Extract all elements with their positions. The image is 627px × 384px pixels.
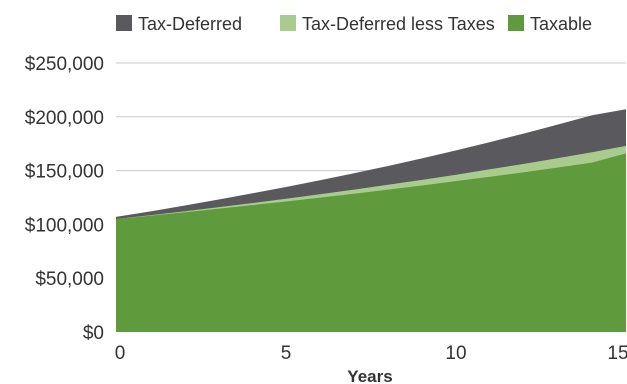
legend: Tax-Deferred Tax-Deferred less Taxes Taxab… [116,14,592,34]
y-axis: $0 $50,000 $100,000 $150,000 $200,000 $250,00… [25,54,104,344]
y-tick-label: $50,000 [35,269,104,290]
y-tick-label: $0 [83,323,104,344]
y-tick-label: $200,000 [25,108,104,129]
x-tick-label: 5 [281,343,292,364]
x-tick-label: 10 [445,343,466,364]
legend-swatch [280,15,296,31]
x-axis: 0 5 10 15 [115,343,627,364]
plot-areas [116,109,626,332]
y-tick-label: $100,000 [25,215,104,236]
legend-label: Taxable [530,14,592,34]
x-axis-title: Years [347,367,392,384]
legend-label: Tax-Deferred less Taxes [302,14,495,34]
legend-swatch [116,15,132,31]
y-tick-label: $250,000 [25,54,104,75]
legend-label: Tax-Deferred [138,14,242,34]
y-tick-label: $150,000 [25,162,104,183]
legend-swatch [508,15,524,31]
x-tick-label: 15 [607,343,627,364]
x-tick-label: 0 [115,343,126,364]
